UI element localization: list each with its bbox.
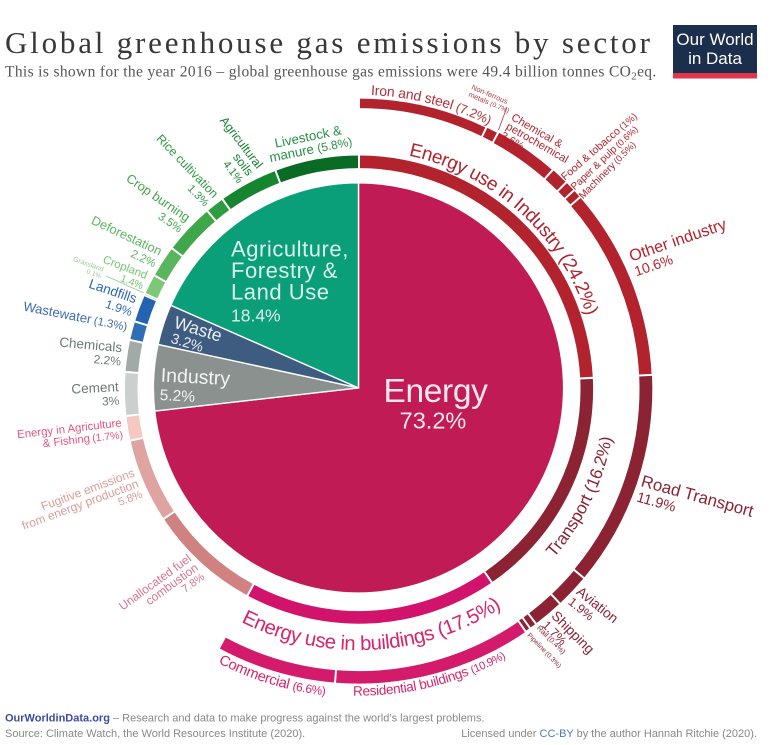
svg-text:2.2%: 2.2%	[93, 352, 122, 368]
svg-text:Energy: Energy	[383, 373, 488, 410]
svg-text:73.2%: 73.2%	[400, 408, 467, 434]
svg-text:Licensed under CC-BY by the au: Licensed under CC-BY by the author Hanna…	[461, 728, 757, 740]
svg-text:Global greenhouse gas emission: Global greenhouse gas emissions by secto…	[5, 25, 653, 60]
svg-text:This is shown for the year 201: This is shown for the year 2016 – global…	[5, 64, 657, 83]
svg-text:5.2%: 5.2%	[159, 387, 195, 406]
svg-text:Other industry: Other industry	[627, 215, 730, 265]
svg-text:Source: Climate Watch, the Wor: Source: Climate Watch, the World Resourc…	[5, 728, 305, 740]
svg-text:Chemicals: Chemicals	[59, 335, 123, 355]
svg-text:Agriculture,: Agriculture,	[231, 237, 349, 262]
svg-text:Industry: Industry	[160, 365, 231, 391]
svg-text:Deforestation: Deforestation	[89, 212, 164, 258]
svg-text:0.1%: 0.1%	[85, 269, 102, 281]
svg-text:in Data: in Data	[688, 49, 742, 68]
svg-text:Forestry &: Forestry &	[231, 258, 338, 283]
svg-text:18.4%: 18.4%	[231, 306, 281, 326]
svg-text:OurWorldinData.org – Research: OurWorldinData.org – Research and data t…	[5, 713, 485, 725]
svg-text:3%: 3%	[102, 394, 120, 409]
svg-text:Land Use: Land Use	[231, 280, 330, 305]
svg-text:Our World: Our World	[676, 30, 753, 49]
svg-text:Cement: Cement	[71, 379, 119, 396]
